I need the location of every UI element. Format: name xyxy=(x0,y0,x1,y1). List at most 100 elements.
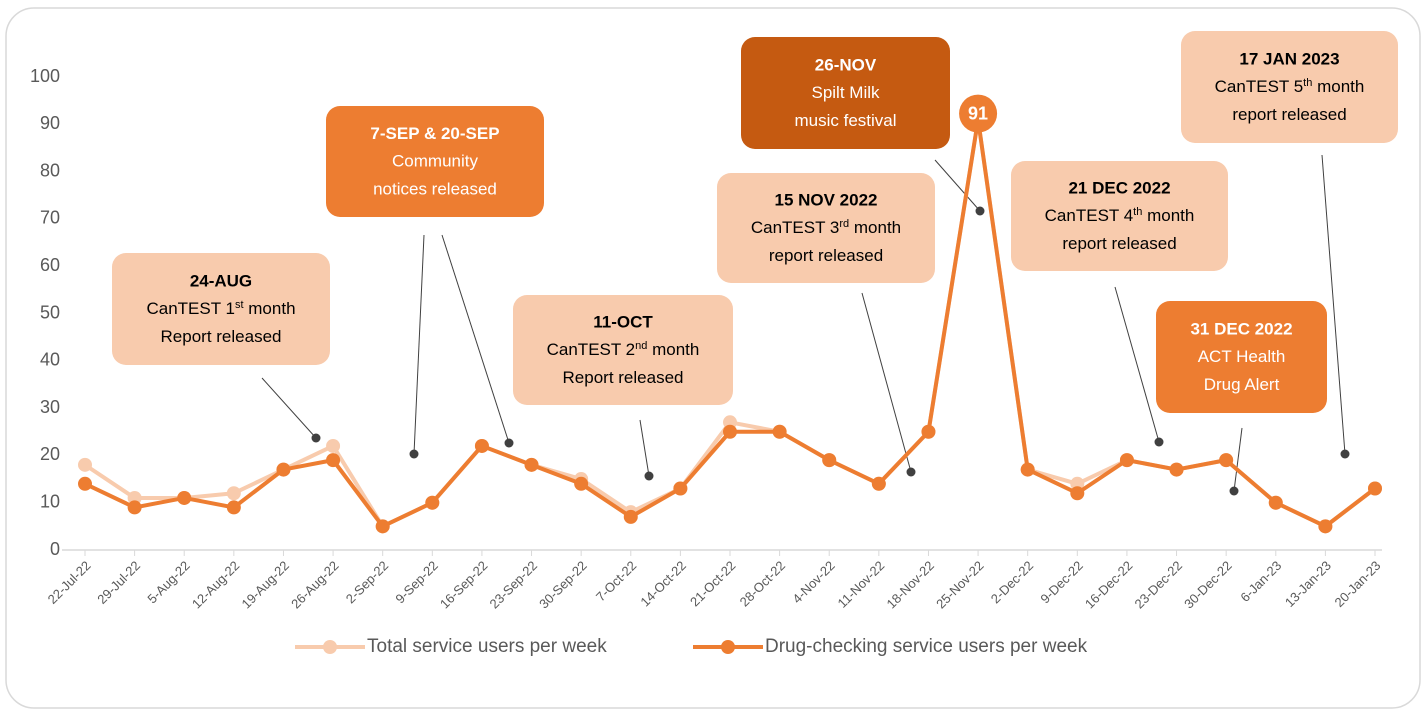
series-marker xyxy=(226,500,241,515)
annotation-text-part: report released xyxy=(1232,105,1346,124)
y-tick-label: 60 xyxy=(40,255,60,275)
y-tick-label: 50 xyxy=(40,302,60,322)
annotation-text: Community xyxy=(392,152,478,171)
series-marker xyxy=(375,519,390,534)
data-label-bubble xyxy=(959,94,998,133)
legend-marker xyxy=(323,640,337,654)
annotation-text-part: month xyxy=(1142,206,1194,225)
series-marker xyxy=(623,509,638,524)
y-tick-label: 40 xyxy=(40,350,60,370)
annotation-text-part: CanTEST 5 xyxy=(1215,77,1304,96)
annotation-box xyxy=(112,253,330,365)
callout-line xyxy=(1321,154,1346,455)
annotation-text: CanTEST 2nd month xyxy=(547,340,700,360)
annotation-text-part: month xyxy=(849,218,901,237)
annotation-text: report released xyxy=(1232,105,1346,124)
callout-dot xyxy=(906,467,916,477)
series-marker xyxy=(723,424,737,439)
series-marker xyxy=(1268,495,1283,510)
callout-dot xyxy=(644,471,654,481)
series-marker xyxy=(1119,453,1134,468)
annotation-box xyxy=(326,106,544,217)
callout-dot xyxy=(975,206,985,216)
callout-dot xyxy=(1229,486,1239,496)
callout-dot xyxy=(1154,437,1164,447)
series-marker xyxy=(1318,519,1333,534)
annotation-text-part: notices released xyxy=(373,180,497,199)
annotation-text-part: rd xyxy=(839,218,849,230)
callout-line xyxy=(1233,427,1243,492)
annotation-text-part: CanTEST 3 xyxy=(751,218,840,237)
annotation-text-part: CanTEST 2 xyxy=(547,340,636,359)
annotation-text: music festival xyxy=(794,111,896,130)
annotation-text-part: report released xyxy=(769,246,883,265)
annotation-text: CanTEST 3rd month xyxy=(751,218,901,238)
y-tick-label: 100 xyxy=(30,66,60,86)
y-tick-label: 10 xyxy=(40,491,60,511)
series-marker xyxy=(574,476,589,491)
series-marker xyxy=(425,495,440,510)
callout-line xyxy=(639,419,650,477)
annotation-text-part: report released xyxy=(1062,234,1176,253)
series-marker xyxy=(177,490,192,505)
annotation-title: 26-NOV xyxy=(815,55,877,74)
data-label: 91 xyxy=(968,103,988,123)
annotation-text-part: th xyxy=(1303,77,1312,89)
annotation-text-part: CanTEST 1 xyxy=(146,299,235,318)
annotation-text-part: Report released xyxy=(563,368,684,387)
annotation-text: Report released xyxy=(161,327,282,346)
legend-label: Total service users per week xyxy=(367,636,607,657)
callout-line xyxy=(1114,286,1160,443)
annotation-text: CanTEST 5th month xyxy=(1215,77,1365,97)
annotation-text-part: CanTEST 4 xyxy=(1045,206,1134,225)
callout-line xyxy=(861,292,912,473)
series-marker xyxy=(1070,486,1085,501)
annotation-title: 17 JAN 2023 xyxy=(1239,49,1339,68)
annotation-text: report released xyxy=(1062,234,1176,253)
annotation-box xyxy=(741,37,950,149)
annotation-text-part: Drug Alert xyxy=(1204,375,1280,394)
annotation-text: notices released xyxy=(373,180,497,199)
series-marker xyxy=(326,453,341,468)
annotation-text: CanTEST 4th month xyxy=(1045,206,1195,226)
series-marker xyxy=(276,462,291,477)
callout-line xyxy=(413,234,425,455)
annotation-box xyxy=(717,173,935,283)
annotation-text-part: month xyxy=(1312,77,1364,96)
annotation-text-part: nd xyxy=(635,340,647,352)
y-tick-label: 90 xyxy=(40,113,60,133)
annotation-text-part: month xyxy=(244,299,296,318)
annotation-text-part: th xyxy=(1133,206,1142,218)
annotation-title: 15 NOV 2022 xyxy=(774,190,877,209)
annotation-text: Spilt Milk xyxy=(811,83,880,102)
annotation-text-part: Community xyxy=(392,152,478,171)
callout-line xyxy=(934,159,981,212)
annotation-text-part: ACT Health xyxy=(1198,347,1286,366)
series-marker xyxy=(524,457,539,472)
annotation-text: ACT Health xyxy=(1198,347,1286,366)
annotation-title: 7-SEP & 20-SEP xyxy=(370,124,499,143)
series-marker xyxy=(474,438,489,453)
series-marker xyxy=(673,481,688,496)
y-tick-label: 70 xyxy=(40,208,60,228)
callout-dot xyxy=(504,438,514,448)
callout-line xyxy=(261,377,317,439)
callout-line xyxy=(441,234,510,444)
series-marker xyxy=(871,476,886,491)
legend-marker xyxy=(721,640,735,654)
y-tick-label: 20 xyxy=(40,444,60,464)
annotation-box xyxy=(1011,161,1228,271)
series-marker xyxy=(822,453,837,468)
series-marker xyxy=(226,486,241,501)
annotation-title: 11-OCT xyxy=(593,312,653,331)
callout-dot xyxy=(1340,449,1350,459)
callout-dot xyxy=(409,449,419,459)
series-marker xyxy=(326,438,341,453)
callout-dot xyxy=(311,433,321,443)
annotation-text: CanTEST 1st month xyxy=(146,299,295,319)
annotation-text-part: month xyxy=(647,340,699,359)
y-tick-label: 0 xyxy=(50,539,60,559)
annotation-title: 24-AUG xyxy=(190,271,252,290)
annotation-text: report released xyxy=(769,246,883,265)
